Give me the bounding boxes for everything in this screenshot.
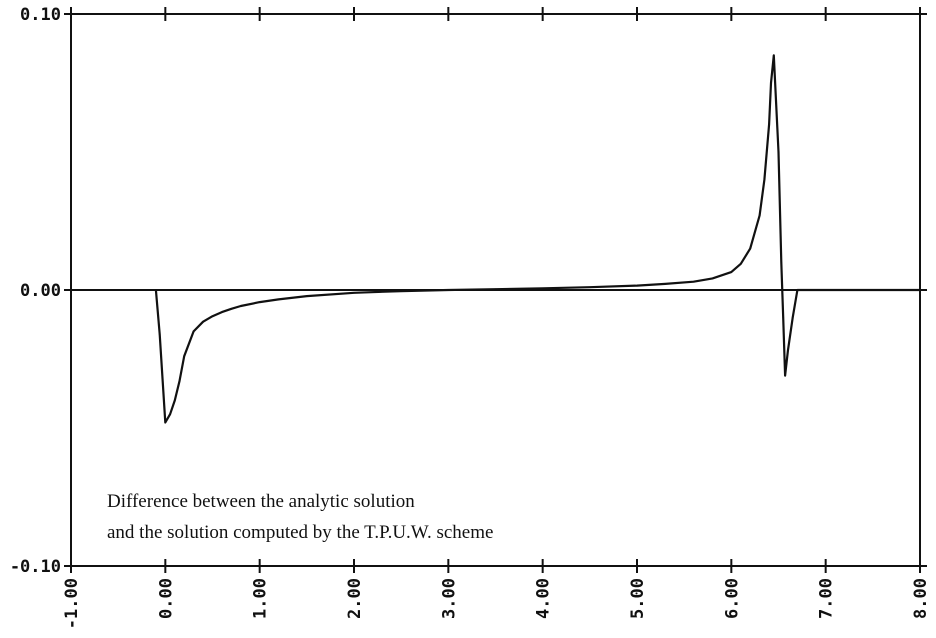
x-tick-label: 0.00 — [156, 578, 176, 619]
series-point — [258, 301, 261, 303]
x-tick-label: 2.00 — [345, 578, 365, 619]
y-tick-label: 0.00 — [20, 281, 61, 301]
series-point — [211, 315, 214, 318]
series-point — [183, 355, 185, 358]
series-point — [400, 290, 402, 292]
series-point — [169, 413, 171, 416]
series-point — [791, 316, 794, 319]
series-point — [770, 82, 772, 84]
series-point — [758, 214, 761, 217]
series-point — [447, 289, 450, 291]
x-tick-label: 3.00 — [439, 578, 459, 619]
series-point — [202, 320, 204, 323]
series-point — [784, 374, 786, 377]
series-point — [161, 377, 164, 380]
series-line — [154, 54, 920, 424]
series-point — [541, 287, 544, 290]
series-point — [158, 333, 161, 335]
x-tick-label: -1.00 — [62, 578, 82, 629]
series-point — [768, 123, 770, 126]
series-point — [919, 289, 921, 291]
series-point — [664, 283, 667, 285]
series-point — [749, 247, 751, 250]
series-point — [772, 54, 775, 57]
series-point — [730, 271, 733, 273]
series-point — [277, 298, 280, 301]
series-point — [711, 277, 714, 280]
series-point — [221, 311, 223, 313]
series-point — [240, 305, 242, 307]
series-point — [636, 284, 638, 287]
x-tick-label: 5.00 — [628, 578, 648, 619]
series-point — [782, 316, 785, 319]
y-tick-label: 0.10 — [20, 5, 61, 25]
series-point — [173, 399, 176, 402]
series-point — [178, 380, 181, 382]
x-tick-label: 6.00 — [722, 578, 742, 619]
series-point — [763, 178, 766, 181]
series-point — [589, 286, 591, 289]
x-tick-label: 1.00 — [251, 578, 271, 619]
x-tick-label: 8.00 — [911, 578, 931, 619]
series-point — [780, 261, 783, 264]
series-point — [494, 288, 497, 290]
x-tick-label: 7.00 — [817, 578, 837, 619]
series-point — [787, 349, 789, 352]
annotation-line-1: Difference between the analytic solution — [107, 491, 415, 512]
series-point — [155, 289, 157, 291]
series-point — [777, 151, 780, 153]
series-point — [739, 262, 742, 265]
annotation-line-2: and the solution computed by the T.P.U.W… — [107, 522, 493, 543]
series-point — [230, 307, 233, 310]
series-point — [164, 421, 167, 424]
x-tick-label: 4.00 — [534, 578, 554, 619]
series-point — [796, 289, 799, 291]
series-point — [306, 295, 308, 297]
series-point — [692, 280, 695, 283]
y-tick-label: -0.10 — [10, 557, 61, 577]
series-point — [192, 330, 195, 333]
series-point — [353, 291, 355, 294]
